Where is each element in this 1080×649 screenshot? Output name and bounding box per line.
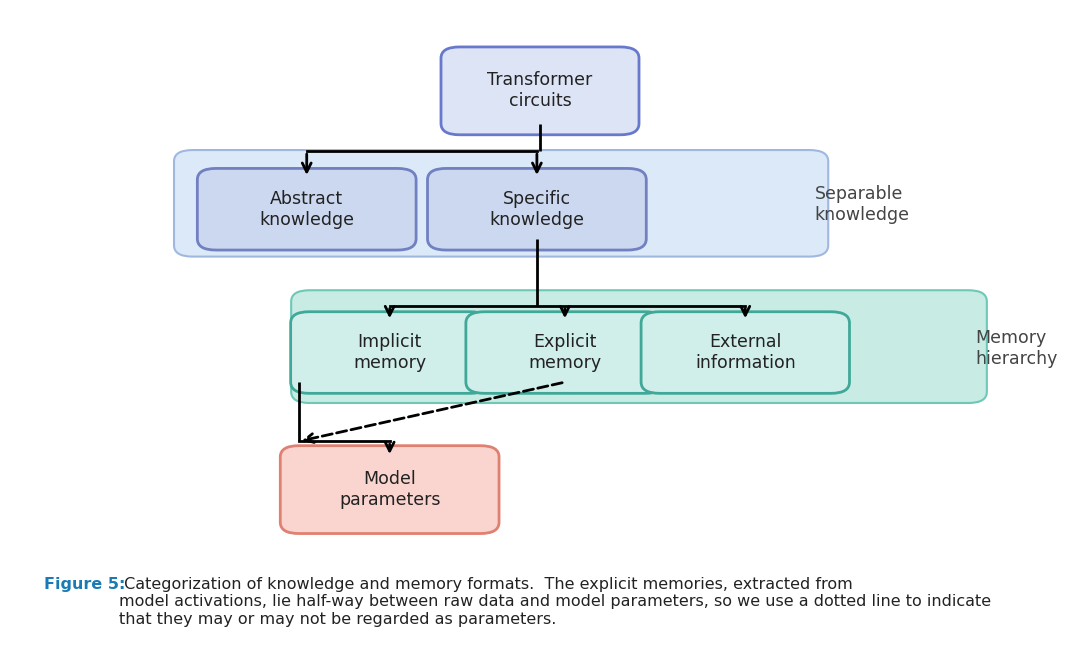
Text: Categorization of knowledge and memory formats.  The explicit memories, extracte: Categorization of knowledge and memory f… xyxy=(119,577,991,627)
Text: Specific
knowledge: Specific knowledge xyxy=(489,190,584,228)
Text: Figure 5:: Figure 5: xyxy=(44,577,125,592)
Text: External
information: External information xyxy=(694,333,796,372)
FancyBboxPatch shape xyxy=(428,169,646,250)
FancyBboxPatch shape xyxy=(291,312,488,393)
FancyBboxPatch shape xyxy=(174,150,828,256)
FancyBboxPatch shape xyxy=(642,312,850,393)
Text: Abstract
knowledge: Abstract knowledge xyxy=(259,190,354,228)
Text: Implicit
memory: Implicit memory xyxy=(353,333,427,372)
Text: Memory
hierarchy: Memory hierarchy xyxy=(975,329,1057,367)
Text: Separable
knowledge: Separable knowledge xyxy=(814,186,909,225)
FancyBboxPatch shape xyxy=(198,169,416,250)
FancyBboxPatch shape xyxy=(281,446,499,533)
Text: Explicit
memory: Explicit memory xyxy=(528,333,602,372)
Text: Transformer
circuits: Transformer circuits xyxy=(487,71,593,110)
FancyBboxPatch shape xyxy=(292,290,987,403)
Text: Model
parameters: Model parameters xyxy=(339,471,441,509)
FancyBboxPatch shape xyxy=(441,47,639,135)
FancyBboxPatch shape xyxy=(465,312,664,393)
